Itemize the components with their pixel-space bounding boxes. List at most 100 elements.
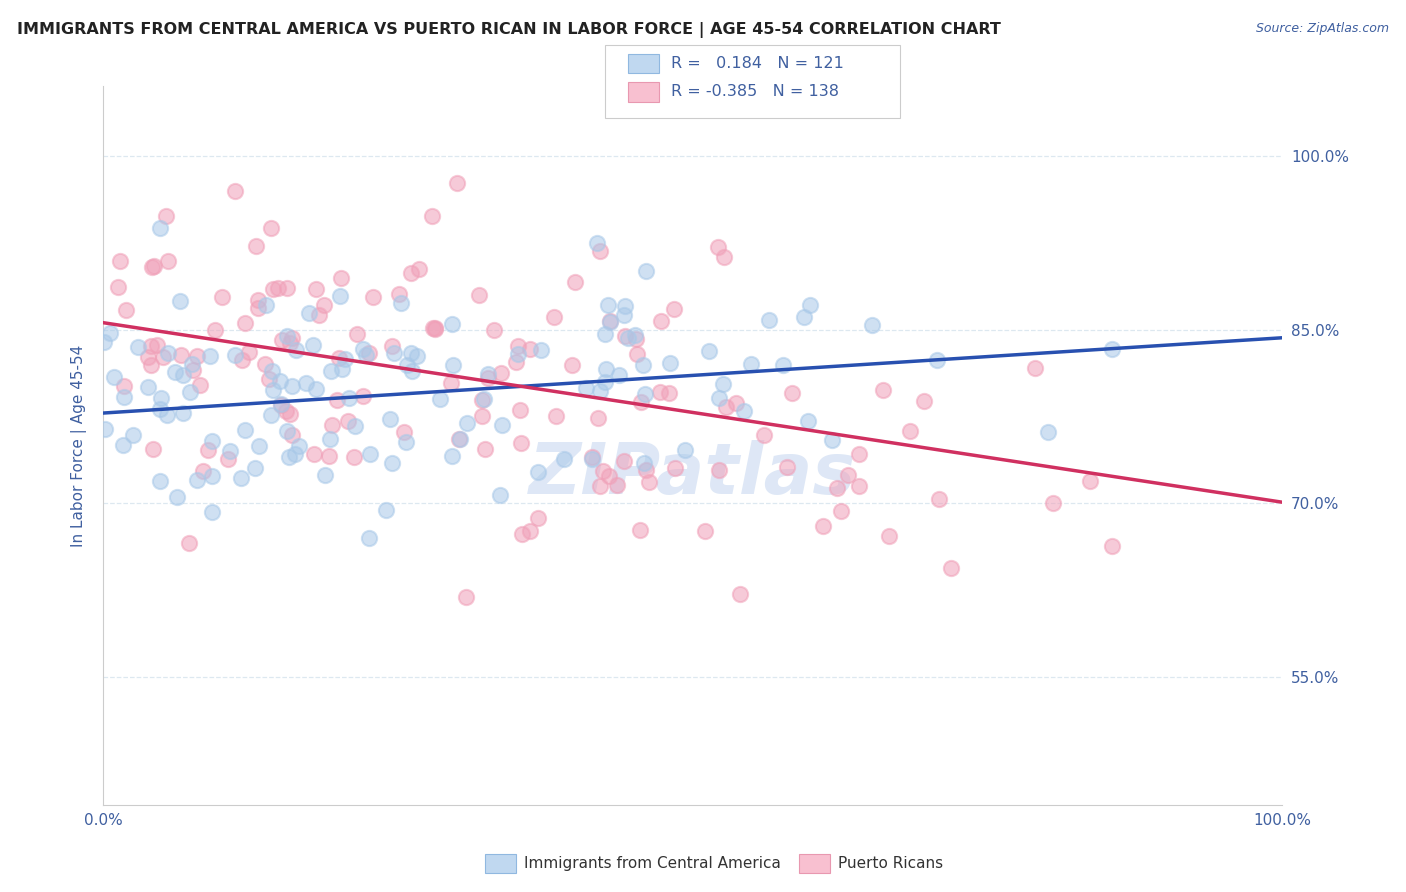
Point	[589, 244, 612, 258]
Point	[799, 297, 821, 311]
Point	[429, 392, 451, 406]
Point	[613, 299, 636, 313]
Point	[724, 395, 747, 409]
Point	[201, 505, 224, 519]
Point	[596, 298, 619, 312]
Point	[595, 362, 617, 376]
Point	[141, 260, 163, 274]
Point	[136, 380, 159, 394]
Point	[142, 442, 165, 456]
Point	[163, 365, 186, 379]
Point	[321, 364, 343, 378]
Point	[505, 355, 527, 369]
Point	[825, 481, 848, 495]
Point	[108, 253, 131, 268]
Point	[177, 536, 200, 550]
Point	[519, 524, 541, 539]
Point	[820, 433, 842, 447]
Point	[474, 442, 496, 457]
Point	[247, 439, 270, 453]
Point	[270, 397, 292, 411]
Point	[229, 471, 252, 485]
Point	[595, 326, 617, 341]
Point	[509, 403, 531, 417]
Text: ZIPatlas: ZIPatlas	[529, 440, 856, 508]
Point	[711, 376, 734, 391]
Point	[599, 314, 621, 328]
Point	[454, 590, 477, 604]
Point	[664, 461, 686, 475]
Point	[707, 463, 730, 477]
Point	[321, 418, 343, 433]
Point	[330, 271, 353, 285]
Point	[246, 301, 269, 315]
Point	[191, 465, 214, 479]
Point	[305, 282, 328, 296]
Point	[634, 463, 657, 477]
Point	[527, 511, 550, 525]
Point	[111, 438, 134, 452]
Point	[927, 353, 949, 368]
Point	[142, 260, 165, 274]
Point	[728, 587, 751, 601]
Point	[127, 340, 149, 354]
Point	[270, 398, 292, 412]
Point	[422, 321, 444, 335]
Point	[276, 404, 298, 418]
Point	[152, 350, 174, 364]
Point	[343, 419, 366, 434]
Point	[314, 468, 336, 483]
Point	[593, 375, 616, 389]
Point	[592, 464, 614, 478]
Point	[471, 392, 494, 407]
Point	[156, 254, 179, 268]
Point	[224, 348, 246, 362]
Point	[94, 422, 117, 436]
Point	[276, 424, 298, 438]
Point	[440, 376, 463, 390]
Point	[586, 235, 609, 250]
Point	[278, 450, 301, 464]
Point	[155, 209, 177, 223]
Point	[329, 289, 352, 303]
Point	[247, 293, 270, 308]
Point	[440, 450, 463, 464]
Point	[245, 239, 267, 253]
Point	[401, 364, 423, 378]
Point	[389, 296, 412, 310]
Point	[381, 339, 404, 353]
Point	[401, 346, 423, 360]
Point	[697, 343, 720, 358]
Point	[271, 333, 294, 347]
Point	[145, 337, 167, 351]
Point	[305, 382, 328, 396]
Point	[257, 372, 280, 386]
Point	[337, 391, 360, 405]
Point	[201, 434, 224, 448]
Point	[446, 176, 468, 190]
Point	[624, 327, 647, 342]
Point	[553, 452, 575, 467]
Point	[352, 342, 374, 356]
Point	[319, 432, 342, 446]
Point	[598, 469, 620, 483]
Point	[262, 364, 284, 378]
Point	[201, 468, 224, 483]
Point	[707, 391, 730, 405]
Point	[114, 303, 136, 318]
Point	[456, 416, 478, 430]
Point	[752, 428, 775, 442]
Point	[912, 393, 935, 408]
Point	[543, 310, 565, 325]
Point	[107, 279, 129, 293]
Point	[793, 310, 815, 324]
Point	[586, 410, 609, 425]
Point	[606, 478, 628, 492]
Point	[872, 383, 894, 397]
Point	[149, 402, 172, 417]
Point	[782, 385, 804, 400]
Point	[103, 370, 125, 384]
Point	[141, 358, 163, 372]
Point	[626, 347, 648, 361]
Point	[172, 368, 194, 383]
